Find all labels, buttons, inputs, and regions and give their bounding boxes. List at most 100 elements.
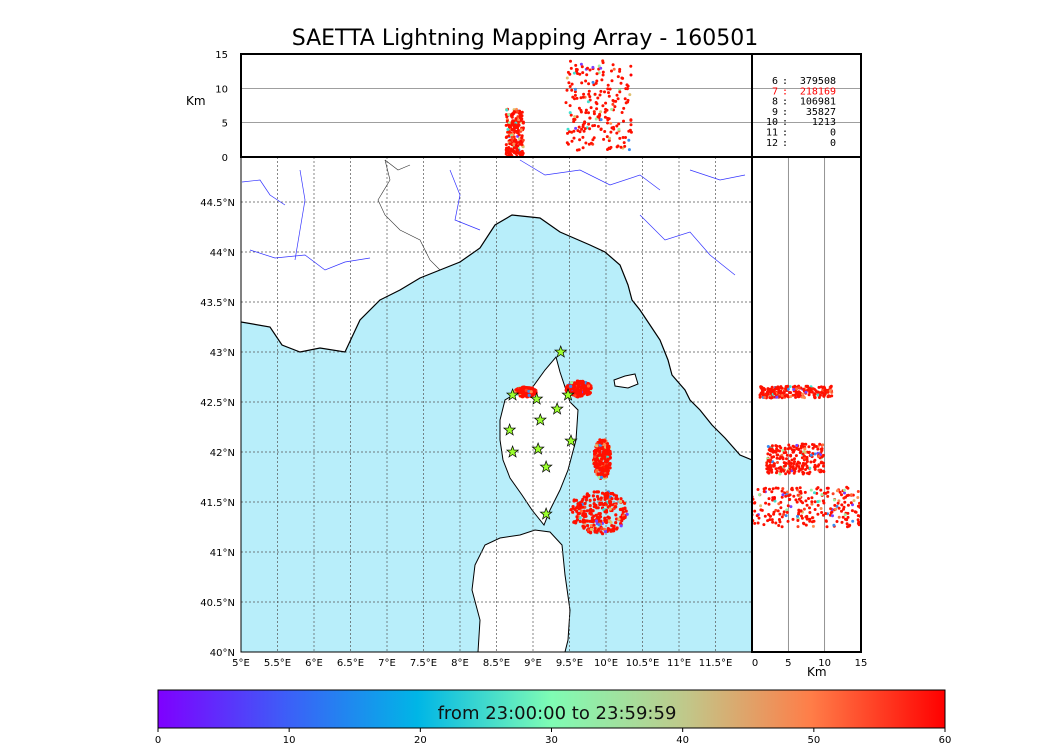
map-source-point [592, 523, 596, 527]
map-source-point [585, 509, 589, 513]
latalt-source-point [856, 518, 860, 522]
count-station-number: 10 [766, 117, 778, 128]
altitude-source-point [510, 120, 514, 124]
latalt-source-point [811, 387, 815, 391]
latalt-source-point [804, 442, 808, 446]
latalt-source-point [819, 488, 823, 492]
latalt-source-point [810, 520, 814, 524]
altitude-source-point [619, 81, 623, 85]
latalt-source-point [856, 490, 860, 493]
altitude-source-point [506, 128, 510, 131]
map-source-point [571, 506, 575, 510]
map-source-point [602, 452, 606, 456]
latalt-source-point [819, 385, 823, 389]
map-source-point [585, 492, 590, 496]
altitude-source-point [573, 97, 576, 101]
latalt-source-point [778, 472, 782, 476]
map-ytick-label: 42.5°N [200, 398, 235, 409]
station-star-marker [529, 391, 544, 405]
latalt-source-point [809, 488, 813, 492]
map-source-point [582, 512, 587, 517]
map-source-point [601, 462, 605, 466]
map-source-point [571, 510, 575, 514]
altitude-source-point [567, 81, 571, 85]
altitude-source-point [569, 66, 573, 70]
map-source-point [615, 517, 619, 521]
altitude-source-point [576, 129, 580, 133]
latalt-source-point [798, 486, 802, 490]
latalt-source-point [840, 503, 844, 507]
latalt-source-point [797, 448, 801, 451]
map-source-point [604, 473, 608, 477]
altitude-cluster [504, 107, 525, 157]
latalt-source-point [793, 457, 796, 461]
count-value: 106981 [800, 97, 836, 108]
altitude-source-point [603, 110, 607, 114]
map-source-point [578, 379, 582, 384]
map-source-point [573, 385, 577, 389]
latalt-source-point [784, 472, 788, 476]
map-source-point [614, 521, 618, 525]
map-source-point [581, 524, 585, 528]
altitude-source-point [603, 130, 607, 133]
latalt-tick-label: 5 [785, 658, 791, 669]
altitude-source-point [514, 130, 518, 133]
latalt-source-point [817, 468, 821, 472]
count-value: 218169 [800, 86, 836, 97]
latalt-source-point [795, 464, 799, 468]
map-xtick-label: 7°E [378, 658, 396, 669]
altitude-source-point [507, 146, 511, 149]
map-source-point [614, 494, 619, 498]
map-source-point [588, 504, 592, 508]
map-source-point [608, 507, 612, 511]
latalt-source-point [781, 493, 785, 497]
altitude-source-point [607, 139, 611, 143]
map-source-point [522, 392, 526, 396]
latalt-source-point [826, 494, 830, 498]
latalt-source-point [825, 486, 829, 490]
latalt-source-point [851, 519, 855, 523]
latalt-source-point [808, 506, 811, 510]
latalt-source-point [847, 524, 851, 528]
altitude-source-point [584, 108, 588, 112]
altitude-source-point [592, 83, 596, 87]
map-source-point [578, 503, 583, 507]
count-station-number: 9 [772, 107, 778, 118]
latalt-source-point [797, 393, 801, 397]
altitude-source-point [620, 76, 624, 80]
map-source-point [619, 497, 623, 501]
latalt-source-point [777, 518, 781, 521]
altitude-source-point [505, 149, 509, 153]
latalt-source-point [794, 454, 798, 458]
latalt-source-point [786, 387, 790, 391]
station-star-marker [539, 459, 553, 473]
latalt-lightning-sources [752, 384, 861, 529]
altitude-source-point [572, 117, 576, 121]
latalt-source-point [813, 396, 817, 400]
map-ytick-label: 44°N [210, 248, 235, 259]
latalt-source-point [757, 516, 761, 520]
map-cluster [513, 385, 538, 399]
altitude-tick-label: 5 [222, 119, 228, 130]
altitude-source-point [612, 125, 615, 129]
map-source-point [576, 379, 580, 383]
altitude-source-point [607, 94, 611, 98]
latalt-source-point [856, 504, 860, 508]
latalt-source-point [791, 450, 795, 454]
altitude-source-point [514, 126, 518, 130]
altitude-source-point [592, 112, 596, 116]
map-source-point [624, 509, 628, 513]
altitude-source-point [622, 141, 626, 145]
station-star-marker [564, 433, 578, 447]
altitude-source-point [584, 111, 588, 115]
latalt-source-point [766, 452, 770, 456]
map-source-point [579, 389, 583, 393]
latalt-source-point [808, 519, 812, 523]
latalt-source-point [788, 498, 791, 502]
map-lightning-sources [513, 379, 629, 536]
colorbar-tick-label: 0 [155, 735, 161, 746]
altitude-source-point [603, 90, 606, 94]
map-source-point [601, 532, 605, 536]
latalt-source-point [840, 509, 843, 513]
sardinia-island [471, 529, 571, 652]
